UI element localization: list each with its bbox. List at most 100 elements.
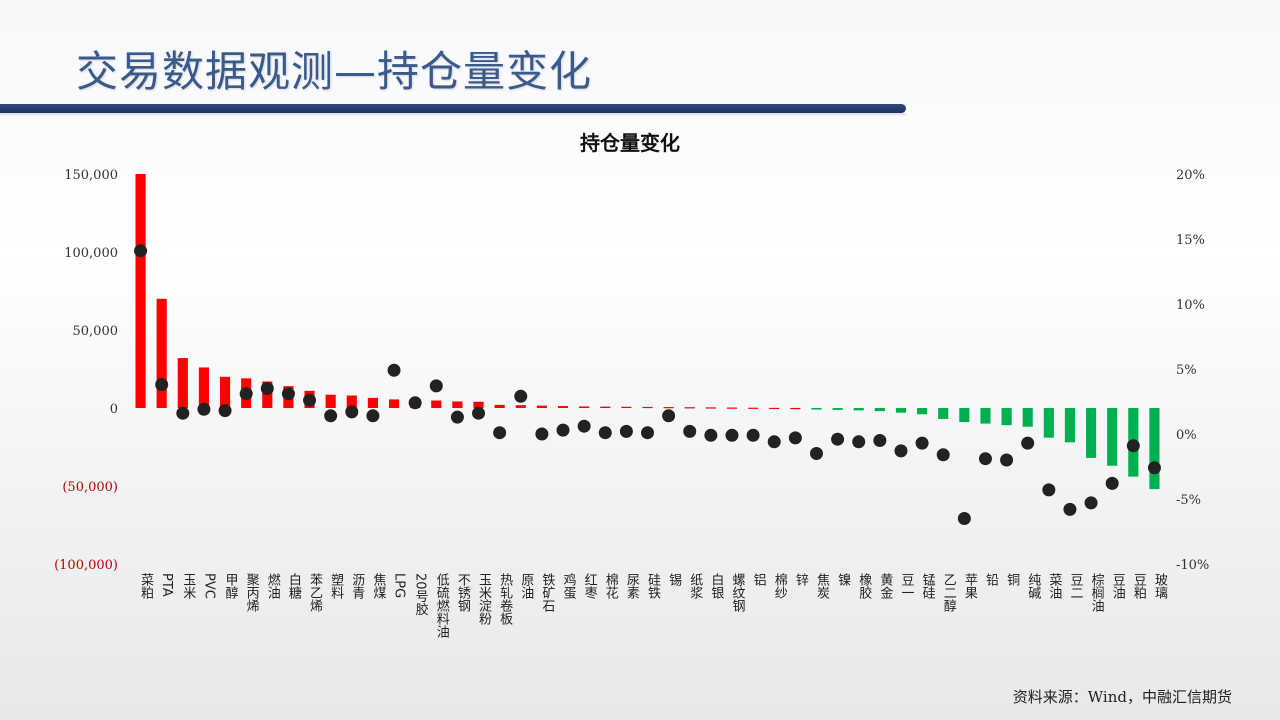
category-label: PVC (201, 573, 216, 599)
dot-塑料 (324, 409, 338, 423)
left-tick-label: 0 (110, 402, 118, 417)
title-bar (0, 104, 906, 113)
dot-焦煤 (366, 409, 380, 423)
bar-棉花 (600, 406, 611, 408)
bar-LPG (388, 399, 400, 408)
bar-焦煤 (367, 397, 378, 408)
category-label: 铁矿石 (539, 573, 555, 612)
bar-棕榈油 (1086, 408, 1097, 458)
dot-棉纱 (767, 435, 781, 449)
bar-豆油 (1107, 408, 1118, 466)
bar-纸浆 (684, 407, 695, 409)
right-tick-label: 0% (1176, 428, 1197, 443)
dot-豆油 (1105, 476, 1119, 490)
dot-铜 (1000, 453, 1014, 467)
dot-豆一 (894, 444, 908, 458)
dot-白银 (704, 428, 718, 442)
dot-焦炭 (809, 447, 823, 460)
category-label: 甲醇 (223, 573, 239, 599)
category-label: 热轧卷板 (497, 573, 513, 626)
dot-原油 (514, 389, 528, 403)
dot-锌 (788, 431, 802, 445)
category-label: 铜 (1004, 573, 1020, 586)
dot-沥青 (345, 405, 359, 419)
category-label: 硅铁 (645, 573, 661, 599)
bar-沥青 (346, 395, 357, 408)
bar-铝 (748, 407, 759, 409)
category-label: 聚丙烯 (244, 573, 259, 612)
bar-铜 (1001, 408, 1012, 426)
dot-螺纹钢 (725, 428, 739, 442)
dot-玉米淀粉 (472, 406, 486, 420)
dot-铝 (746, 428, 760, 442)
category-label: 不锈钢 (455, 573, 471, 613)
category-label: 锰硅 (920, 573, 936, 599)
category-label: 白糖 (286, 572, 302, 600)
category-label: 玉米淀粉 (476, 573, 492, 625)
bar-甲醇 (219, 376, 231, 408)
bar-螺纹钢 (726, 407, 738, 409)
category-label: PTA (159, 573, 174, 597)
category-label: 原油 (518, 573, 534, 599)
bar-锰硅 (917, 408, 928, 415)
category-label: 棉花 (603, 573, 619, 600)
dot-棉花 (598, 426, 612, 440)
dot-热轧卷板 (493, 426, 507, 440)
category-label: 20号胶 (413, 573, 429, 617)
bar-塑料 (325, 394, 336, 408)
left-tick-label: (50,000) (62, 480, 118, 495)
category-label: 菜粕 (138, 573, 154, 599)
bar-菜粕 (135, 174, 146, 408)
dot-不锈钢 (450, 410, 464, 424)
category-label: 乙二醇 (941, 573, 957, 612)
bar-玻璃 (1149, 408, 1160, 490)
right-tick-label: 15% (1176, 233, 1205, 248)
bar-鸡蛋 (557, 406, 569, 408)
category-label: 玉米 (180, 573, 196, 599)
category-label: LPG (392, 573, 407, 598)
category-label: 螺纹钢 (729, 573, 745, 613)
right-tick-label: 20% (1176, 168, 1205, 183)
dot-菜油 (1042, 483, 1056, 497)
category-label: 鸡蛋 (561, 572, 577, 600)
bar-铁矿石 (536, 405, 547, 408)
right-axis: 20% 15% 10% 5% 0% -5% -10% (1176, 168, 1209, 573)
bar-橡胶 (853, 408, 864, 411)
category-label: 豆一 (898, 573, 914, 599)
category-label: 苯乙烯 (307, 573, 323, 612)
category-label: 豆油 (1110, 573, 1126, 599)
category-label: 燃油 (265, 572, 281, 599)
bar-玉米 (177, 358, 188, 408)
left-tick-label: (100,000) (54, 558, 118, 573)
dot-豆二 (1063, 502, 1077, 516)
bar-镍 (832, 408, 843, 410)
dot-黄金 (873, 434, 887, 447)
bar-不锈钢 (452, 401, 463, 408)
bar-豆一 (895, 408, 907, 413)
dot-橡胶 (852, 435, 866, 449)
category-label: 镍 (835, 573, 851, 586)
dot-20号胶 (408, 396, 422, 410)
chart-title: 持仓量变化 (580, 131, 680, 155)
category-label: 菜油 (1046, 573, 1062, 599)
dot-玻璃 (1147, 461, 1161, 475)
dot-豆粕 (1126, 439, 1140, 453)
dot-白糖 (281, 387, 295, 401)
dot-锡 (662, 409, 676, 423)
dot-PVC (197, 402, 211, 416)
dot-菜粕 (134, 244, 148, 258)
category-label: 铝 (751, 573, 767, 586)
category-label: 红枣 (582, 572, 598, 599)
bar-PVC (198, 367, 209, 408)
category-label: 豆二 (1067, 573, 1083, 599)
dot-PTA (155, 378, 169, 392)
bar-铅 (980, 408, 991, 424)
category-label: 玻璃 (1152, 573, 1168, 599)
bar-苹果 (959, 408, 970, 423)
dot-series (134, 244, 1161, 525)
category-label: 铅 (983, 573, 999, 586)
bar-焦炭 (811, 408, 822, 410)
left-tick-label: 50,000 (73, 324, 119, 339)
bar-乙二醇 (938, 408, 949, 419)
